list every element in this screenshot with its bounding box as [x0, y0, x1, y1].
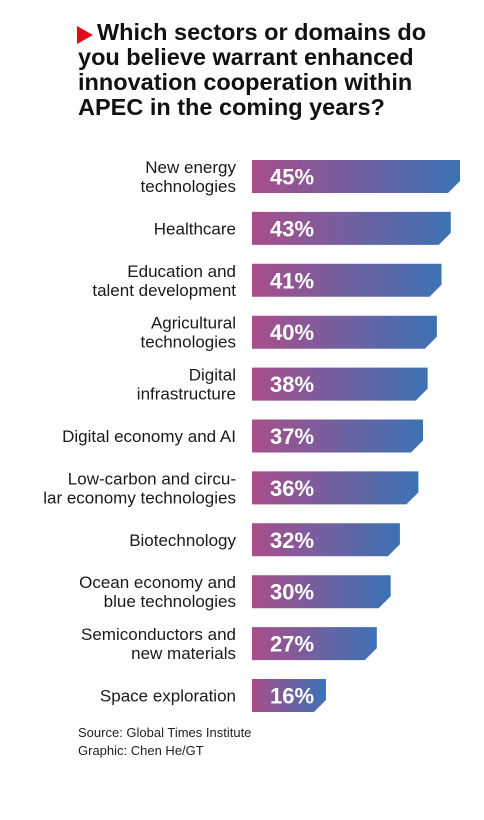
bar [252, 575, 391, 609]
title-arrow-icon [77, 26, 93, 44]
bar-value-label: 30% [270, 580, 314, 605]
bar-value-label: 38% [270, 372, 314, 397]
bar [252, 523, 400, 557]
category-label: Low-carbon and circu-lar economy technol… [43, 469, 236, 507]
category-label: Agricultural technologies [141, 314, 236, 352]
category-label: Digital infrastructure [137, 366, 236, 404]
bar-value-label: 16% [270, 684, 314, 709]
category-label: Healthcare [154, 219, 236, 238]
category-label: Digital economy and AI [62, 427, 236, 446]
bar-chart: 45% New energy technologies 43% Healthcare 41… [43, 158, 460, 712]
bar-value-label: 27% [270, 632, 314, 657]
bar-value-label: 43% [270, 216, 314, 241]
bar-series: 45% New energy technologies 43% Healthcare 41… [43, 158, 460, 712]
bar [252, 679, 326, 712]
footer: Source: Global Times Institute Graphic: … [78, 724, 251, 760]
category-label: Education and talent development [92, 262, 236, 300]
chart-title: Which sectors or domains do you believe … [78, 19, 427, 120]
bar-value-label: 36% [270, 476, 314, 501]
bar-value-label: 37% [270, 424, 314, 449]
bar-value-label: 40% [270, 320, 314, 345]
bar-value-label: 45% [270, 165, 314, 190]
category-label: Biotechnology [129, 531, 236, 550]
chart-title-block: Which sectors or domains do you believe … [77, 19, 468, 120]
bar-value-label: 41% [270, 268, 314, 293]
bar [252, 211, 451, 245]
bar [252, 471, 419, 505]
bar [252, 367, 428, 401]
source-credit: Source: Global Times Institute [78, 725, 252, 740]
category-label: Ocean economy and blue technologies [79, 573, 236, 611]
category-label: Space exploration [100, 687, 236, 706]
graphic-credit: Graphic: Chen He/GT [78, 743, 204, 758]
category-label: Semiconductors and new materials [81, 625, 236, 663]
bar [252, 419, 424, 453]
category-label: New energy technologies [141, 158, 237, 196]
bar [252, 627, 377, 661]
bar [252, 160, 460, 193]
bar-value-label: 32% [270, 528, 314, 553]
bar [252, 315, 437, 349]
bar [252, 263, 442, 297]
